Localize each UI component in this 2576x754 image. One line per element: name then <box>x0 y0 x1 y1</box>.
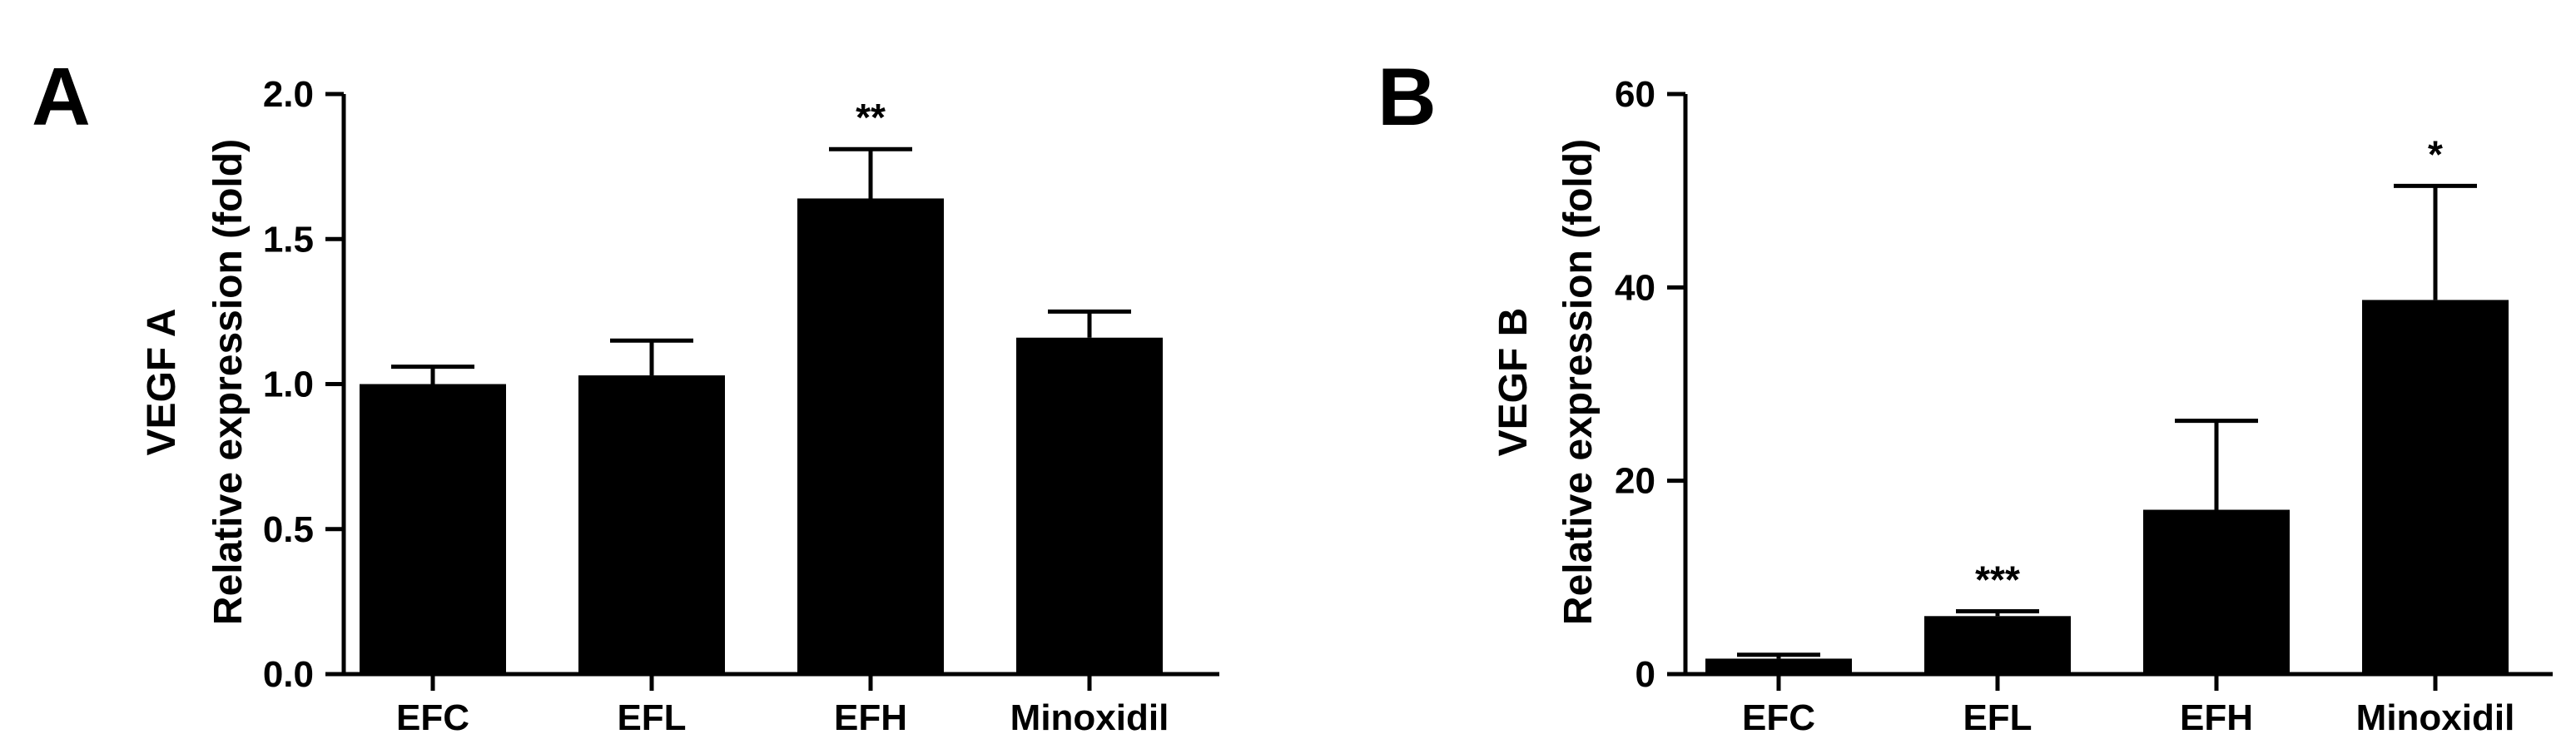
panel-b: B VEGF B Relative expression (fold) 0 20 4… <box>1377 51 2553 738</box>
panel-label: B <box>1377 51 1437 142</box>
bar-minoxidil <box>2362 300 2509 674</box>
y-axis-title: VEGF B <box>1491 308 1536 457</box>
significance-label: ** <box>856 96 886 139</box>
x-tick-label: EFH <box>2180 697 2253 738</box>
significance-label: * <box>2428 132 2443 176</box>
y-tick-label: 0.0 <box>263 654 314 695</box>
y-tick-label: 40 <box>1615 267 1655 308</box>
bar-efc <box>1705 658 1852 674</box>
x-tick-label: Minoxidil <box>2356 697 2515 738</box>
panel-label: A <box>32 51 91 142</box>
y-tick-label: 20 <box>1615 461 1655 502</box>
y-axis-title: VEGF A <box>140 309 184 456</box>
panel-a: A VEGF A Relative expression (fold) 0.0 0… <box>32 51 1219 738</box>
x-tick-label: EFL <box>1963 697 2032 738</box>
bar-efl <box>578 375 725 674</box>
y-axis-label: Relative expression (fold) <box>206 139 251 625</box>
y-tick-label: 60 <box>1615 74 1655 115</box>
y-tick-label: 2.0 <box>263 74 314 115</box>
x-tick-label: EFC <box>1742 697 1815 738</box>
bar-efh <box>2143 509 2290 674</box>
x-tick-label: EFH <box>834 697 907 738</box>
bar-minoxidil <box>1016 337 1163 674</box>
bar-efh <box>797 198 944 674</box>
y-tick-label: 0 <box>1635 654 1655 695</box>
significance-label: *** <box>1975 558 2020 601</box>
y-tick-label: 0.5 <box>263 509 314 550</box>
y-tick-label: 1.5 <box>263 219 314 260</box>
x-tick-label: Minoxidil <box>1010 697 1169 738</box>
x-tick-label: EFC <box>396 697 469 738</box>
y-tick-label: 1.0 <box>263 365 314 405</box>
bar-efl <box>1924 616 2071 674</box>
bar-efc <box>360 384 506 674</box>
x-tick-label: EFL <box>617 697 686 738</box>
y-axis-label: Relative expression (fold) <box>1556 139 1601 625</box>
